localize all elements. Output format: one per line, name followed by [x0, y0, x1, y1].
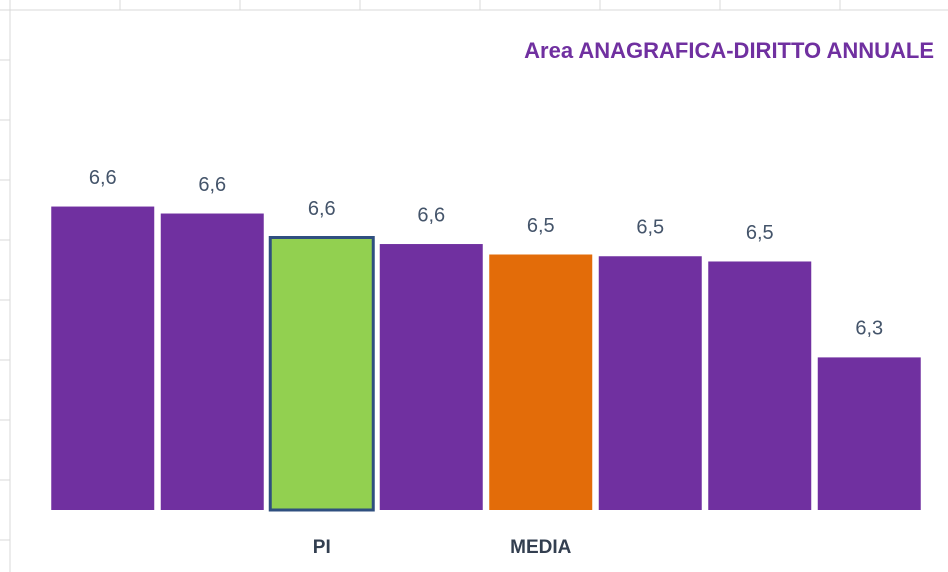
value-label: 6,5: [527, 215, 555, 237]
value-label: 6,5: [636, 217, 664, 239]
bar: [817, 357, 921, 510]
bar: [598, 256, 702, 510]
bar: [51, 206, 155, 510]
x-tick-label: PI: [313, 537, 331, 558]
value-label: 6,6: [198, 174, 226, 196]
value-label: 6,5: [746, 222, 774, 244]
value-label: 6,6: [89, 167, 117, 189]
bar: [268, 236, 375, 512]
value-label: 6,6: [308, 198, 336, 220]
bar: [489, 254, 593, 510]
value-label: 6,6: [417, 204, 445, 226]
bar: [379, 244, 483, 511]
bar: [160, 213, 264, 510]
value-label: 6,3: [855, 318, 883, 340]
chart-title: Area ANAGRAFICA-DIRITTO ANNUALE: [524, 38, 934, 63]
bar: [708, 261, 812, 510]
x-tick-label: MEDIA: [510, 537, 572, 558]
